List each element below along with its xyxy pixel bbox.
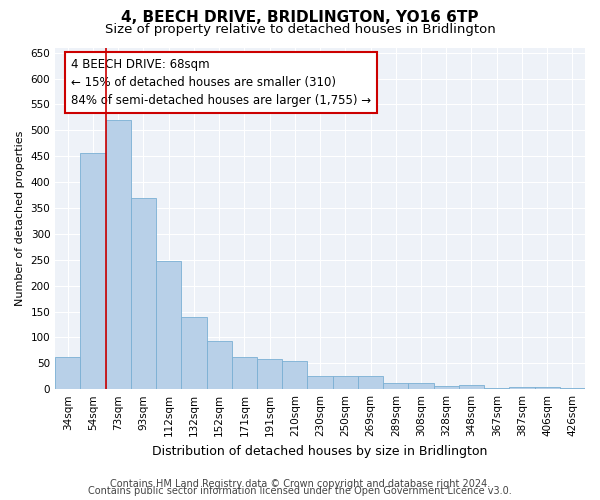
Text: Contains public sector information licensed under the Open Government Licence v3: Contains public sector information licen…	[88, 486, 512, 496]
Bar	[484, 388, 509, 389]
Bar	[206, 341, 232, 389]
Bar	[307, 376, 332, 389]
Bar	[131, 198, 156, 389]
Bar	[509, 387, 535, 389]
Text: Size of property relative to detached houses in Bridlington: Size of property relative to detached ho…	[104, 22, 496, 36]
Text: Contains HM Land Registry data © Crown copyright and database right 2024.: Contains HM Land Registry data © Crown c…	[110, 479, 490, 489]
Bar	[383, 384, 409, 389]
Bar	[181, 316, 206, 389]
Bar	[282, 360, 307, 389]
Text: 4, BEECH DRIVE, BRIDLINGTON, YO16 6TP: 4, BEECH DRIVE, BRIDLINGTON, YO16 6TP	[121, 10, 479, 25]
Y-axis label: Number of detached properties: Number of detached properties	[15, 130, 25, 306]
X-axis label: Distribution of detached houses by size in Bridlington: Distribution of detached houses by size …	[152, 444, 488, 458]
Bar	[106, 120, 131, 389]
Bar	[434, 386, 459, 389]
Bar	[358, 376, 383, 389]
Bar	[332, 376, 358, 389]
Bar	[80, 152, 106, 389]
Text: 4 BEECH DRIVE: 68sqm
← 15% of detached houses are smaller (310)
84% of semi-deta: 4 BEECH DRIVE: 68sqm ← 15% of detached h…	[71, 58, 371, 107]
Bar	[535, 387, 560, 389]
Bar	[257, 359, 282, 389]
Bar	[459, 385, 484, 389]
Bar	[232, 357, 257, 389]
Bar	[560, 388, 585, 389]
Bar	[55, 357, 80, 389]
Bar	[156, 261, 181, 389]
Bar	[409, 383, 434, 389]
